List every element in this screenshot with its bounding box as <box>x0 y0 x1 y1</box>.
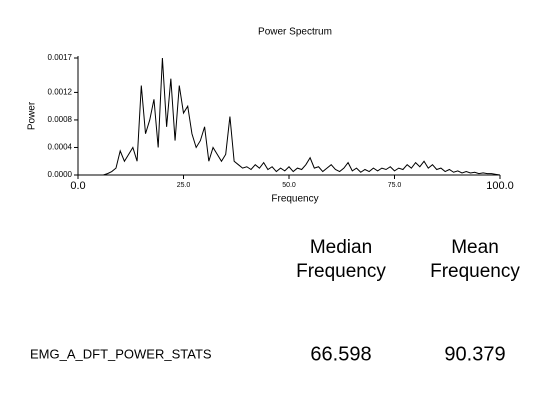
y-tick-label: 0.0008 <box>48 115 73 124</box>
y-axis-label: Power <box>27 101 38 130</box>
row-label: EMG_A_DFT_POWER_STATS <box>30 346 212 361</box>
column-header: Frequency <box>296 261 386 282</box>
y-tick-label: 0.0004 <box>48 143 73 152</box>
cell-value: 90.379 <box>444 343 505 365</box>
column-header: Median <box>310 237 372 258</box>
y-tick-label: 0.0017 <box>48 53 73 62</box>
y-tick-label: 0.0012 <box>48 88 73 97</box>
y-tick-label: 0.0000 <box>48 170 73 179</box>
x-tick-label: 25.0 <box>177 182 191 189</box>
column-header: Frequency <box>430 261 520 282</box>
x-tick-label: 100.0 <box>486 180 514 192</box>
spectrum-line <box>78 57 501 176</box>
column-header: Mean <box>451 237 499 258</box>
cell-value: 66.598 <box>310 343 371 365</box>
x-tick-label: 0.0 <box>70 180 85 192</box>
x-axis-label: Frequency <box>271 194 318 205</box>
chart-title: Power Spectrum <box>258 27 332 38</box>
x-tick-label: 75.0 <box>388 182 402 189</box>
x-tick-label: 50.0 <box>282 182 296 189</box>
